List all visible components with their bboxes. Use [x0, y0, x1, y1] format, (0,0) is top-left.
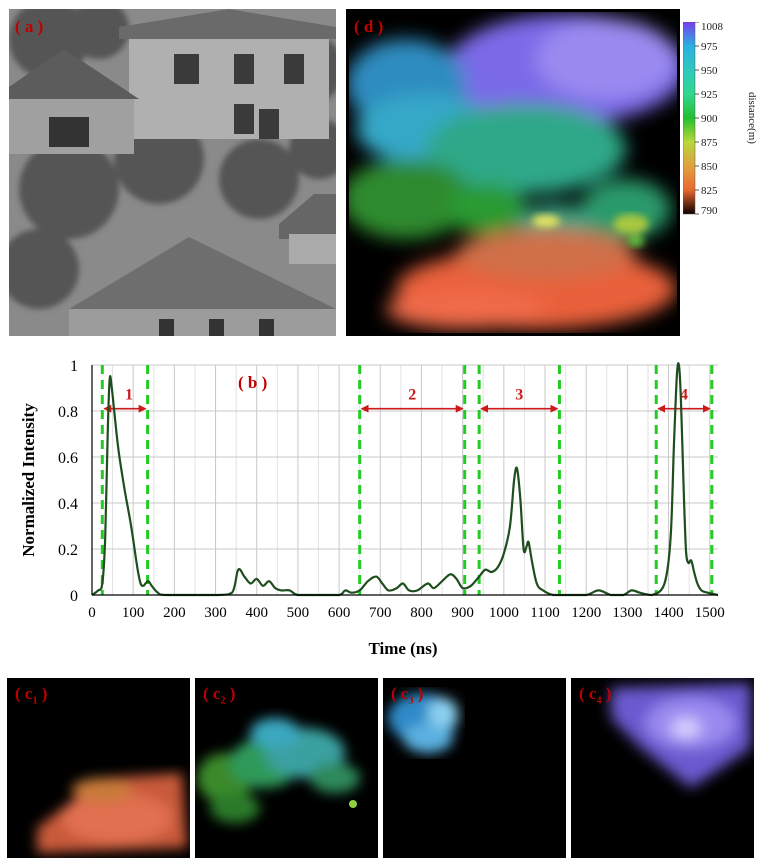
- gated-image-c3: ( c3 ): [383, 678, 566, 858]
- scene-photo: ( a ): [0, 0, 349, 336]
- x-tick-label: 600: [328, 605, 351, 621]
- x-tick-label: 1000: [489, 605, 519, 621]
- y-tick-label: 0.8: [58, 404, 78, 421]
- colorbar-tick-label: 825: [701, 185, 718, 197]
- colorbar-tick-label: 975: [701, 41, 718, 53]
- panel-c1-label: ( c1 ): [15, 684, 48, 707]
- gate-label: 4: [680, 387, 688, 404]
- gated-image-c2: ( c2 ): [195, 678, 378, 858]
- gate-label: 3: [515, 387, 523, 404]
- colorbar-tick-label: 1008: [701, 22, 724, 33]
- y-axis-label: Normalized Intensity: [19, 403, 38, 557]
- x-tick-label: 300: [204, 605, 227, 621]
- panel-d-label: ( d ): [354, 17, 384, 36]
- x-tick-label: 1500: [695, 605, 725, 621]
- panel-c4-label: ( c4 ): [579, 684, 612, 707]
- colorbar-tick-label: 875: [701, 137, 718, 149]
- x-tick-label: 900: [451, 605, 474, 621]
- x-tick-label: 0: [88, 605, 96, 621]
- x-tick-label: 1100: [530, 605, 559, 621]
- gated-image-c1: ( c1 ): [7, 678, 190, 858]
- y-tick-label: 0.4: [58, 496, 78, 513]
- x-tick-label: 800: [410, 605, 433, 621]
- colorbar-tick-label: 900: [701, 113, 718, 125]
- x-tick-label: 1200: [571, 605, 601, 621]
- colorbar-gradient: [682, 21, 696, 215]
- x-tick-label: 400: [245, 605, 268, 621]
- plot-area: [92, 365, 718, 595]
- y-tick-label: 1: [70, 358, 78, 375]
- x-tick-label: 700: [369, 605, 392, 621]
- colorbar-tick-label: 790: [701, 205, 718, 217]
- y-tick-label: 0.2: [58, 542, 78, 559]
- gated-image-c4: ( c4 ): [571, 678, 754, 858]
- intensity-series-line: [91, 362, 719, 597]
- y-tick-label: 0.6: [58, 450, 78, 467]
- x-tick-label: 500: [287, 605, 310, 621]
- colorbar-tick-label: 850: [701, 161, 718, 173]
- intensity-chart: 1 2 3 4 0 0.2 0.4 0.6 0.8 1 0 100 200 300 400 500 600 7…: [10, 350, 755, 670]
- panel-a-label: ( a ): [15, 17, 44, 36]
- x-axis-label: Time (ns): [368, 639, 437, 658]
- panel-c2-label: ( c2 ): [203, 684, 236, 707]
- y-tick-label: 0: [70, 588, 78, 605]
- gate-label: 1: [125, 387, 133, 404]
- gate-label: 2: [408, 387, 416, 404]
- colorbar-tick-label: 925: [701, 89, 718, 101]
- x-tick-label: 1300: [612, 605, 642, 621]
- panel-b-label: ( b ): [238, 373, 267, 392]
- panel-c3-label: ( c3 ): [391, 684, 424, 707]
- colorbar-label: distance(m): [746, 92, 758, 144]
- x-tick-label: 100: [122, 605, 145, 621]
- x-tick-label: 200: [163, 605, 186, 621]
- x-tick-label: 1400: [654, 605, 684, 621]
- distance-colorbar: 1008 975 950 925 900 875 850 825 790 distance(m): [682, 21, 761, 222]
- colorbar-tick-label: 950: [701, 65, 718, 77]
- depth-map-image: ( d ): [341, 6, 686, 339]
